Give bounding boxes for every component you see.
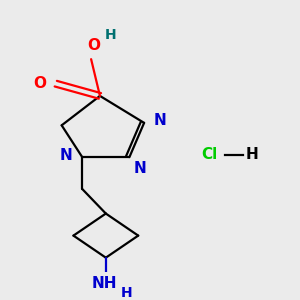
Text: N: N: [133, 161, 146, 176]
Text: O: O: [87, 38, 100, 53]
Text: NH: NH: [92, 276, 117, 291]
Text: O: O: [33, 76, 46, 91]
Text: N: N: [60, 148, 73, 164]
Text: H: H: [245, 147, 258, 162]
Text: H: H: [121, 286, 132, 300]
Text: H: H: [104, 28, 116, 42]
Text: N: N: [154, 113, 167, 128]
Text: Cl: Cl: [201, 147, 217, 162]
